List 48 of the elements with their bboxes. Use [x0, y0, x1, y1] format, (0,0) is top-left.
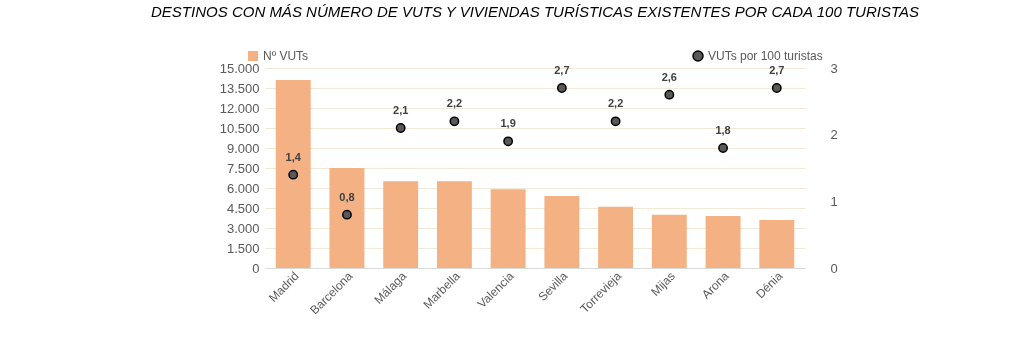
bar	[651, 214, 687, 268]
point	[718, 143, 728, 153]
y-tick-label: 12.000	[219, 100, 260, 116]
point	[556, 83, 567, 93]
bar	[705, 216, 741, 268]
y-tick-label: 4.500	[226, 200, 260, 216]
y-tick-label: 0	[252, 260, 260, 276]
chart-title: DESTINOS CON MÁS NÚMERO DE VUTS Y VIVIENDAS TURÍSTICAS EXISTENTES POR CADA 100 TURISTAS	[151, 3, 919, 20]
data-label: 1,9	[500, 117, 516, 130]
data-label: 0,8	[339, 190, 355, 203]
point	[503, 136, 514, 147]
point	[395, 123, 406, 133]
bar	[544, 196, 580, 268]
data-label: 2,7	[769, 64, 785, 76]
y-tick-label: 3.000	[226, 220, 260, 236]
point	[288, 169, 299, 180]
y2-tick-label: 3	[830, 60, 838, 76]
point	[449, 116, 460, 127]
data-label: 2,2	[446, 97, 463, 110]
legend-label: VUTs por 100 turistas	[708, 49, 823, 63]
y-tick-label: 15.000	[219, 60, 260, 76]
y-tick-label: 13.500	[219, 80, 260, 96]
legend-label: Nº VUTs	[263, 49, 309, 63]
y2-tick-label: 0	[830, 260, 838, 276]
y-tick-label: 6.000	[226, 180, 260, 196]
data-label: 1,4	[285, 150, 302, 163]
data-label: 2,1	[393, 104, 409, 116]
bar	[329, 168, 365, 268]
y2-tick-label: 2	[830, 127, 838, 143]
point	[610, 116, 621, 127]
data-label: 2,6	[661, 70, 677, 83]
data-label: 2,2	[607, 97, 624, 110]
y-tick-label: 9.000	[226, 140, 260, 156]
bar	[275, 80, 311, 268]
data-label: 2,7	[554, 64, 570, 76]
bar	[598, 206, 634, 268]
y-tick-label: 7.500	[226, 160, 260, 176]
bar	[759, 220, 795, 268]
bar	[436, 181, 472, 268]
data-label: 1,8	[715, 124, 731, 136]
point	[771, 83, 782, 93]
point	[342, 209, 352, 220]
point	[664, 89, 675, 100]
y-tick-label: 1.500	[226, 240, 260, 256]
y2-tick-label: 1	[830, 193, 838, 209]
y-tick-label: 10.500	[219, 120, 260, 136]
bar	[490, 189, 526, 268]
bar	[383, 181, 419, 268]
